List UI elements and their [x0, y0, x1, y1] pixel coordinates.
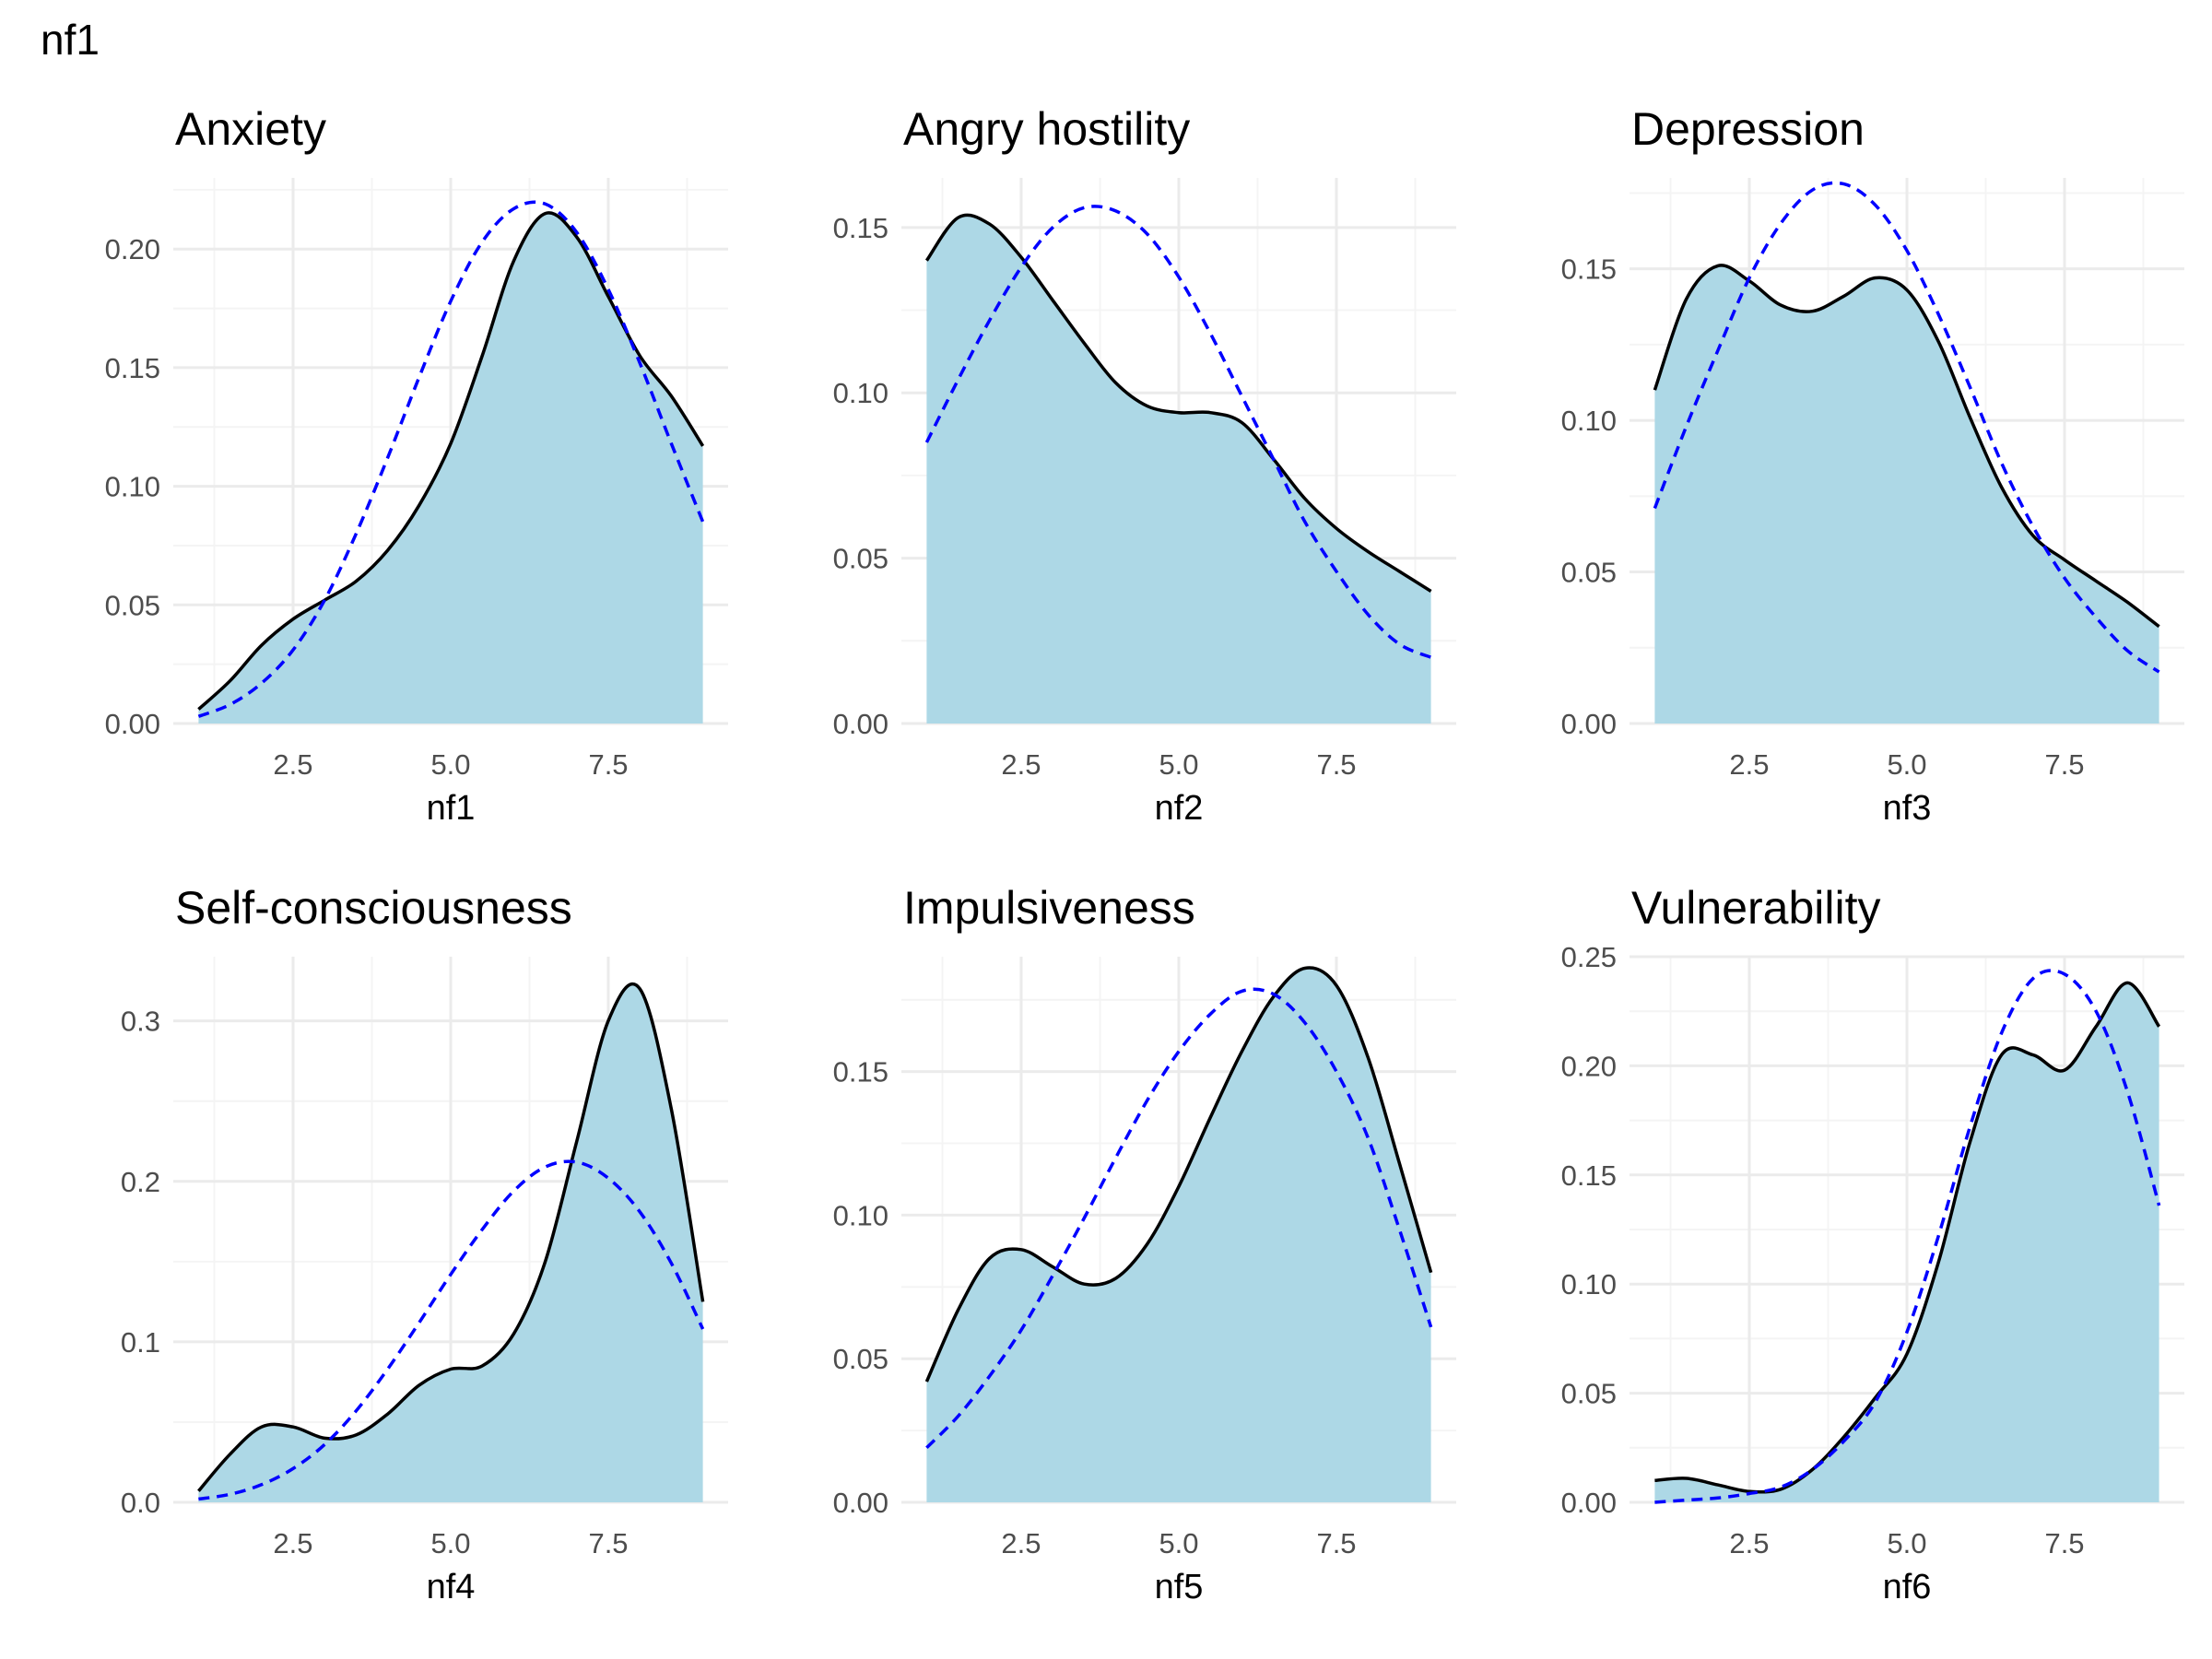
- x-tick-label: 5.0: [1159, 1527, 1198, 1559]
- x-tick-label: 7.5: [1316, 1527, 1356, 1559]
- density-line: [1654, 981, 2161, 1494]
- y-tick-label: 0.1: [121, 1326, 160, 1359]
- panel-title: Angry hostility: [903, 103, 1190, 155]
- x-tick-label: 7.5: [1316, 748, 1356, 781]
- x-axis-title: nf5: [1155, 1568, 1204, 1606]
- density-area: [1654, 265, 2159, 724]
- y-tick-label: 0.05: [833, 543, 888, 575]
- panel-title: Anxiety: [175, 103, 326, 155]
- density-area: [1654, 982, 2159, 1502]
- y-tick-label: 0.00: [105, 708, 160, 740]
- y-tick-label: 0.00: [833, 1487, 888, 1519]
- density-area: [198, 983, 703, 1502]
- panel-title: Depression: [1631, 103, 1865, 155]
- panel-2: 2.5 5.0 7.5 0.00 0.05 0.10 0.15 nf2 Angry hostil…: [833, 103, 1456, 828]
- density-line: [197, 982, 705, 1492]
- x-tick-label: 5.0: [1159, 748, 1198, 781]
- y-tick-label: 0.0: [121, 1487, 160, 1519]
- y-tick-label: 0.00: [1561, 708, 1617, 740]
- normal-curve-line: [925, 987, 1433, 1450]
- x-tick-label: 2.5: [273, 1527, 312, 1559]
- x-axis-title: nf6: [1883, 1568, 1932, 1606]
- page-title: nf1: [41, 16, 100, 64]
- x-axis-title: nf2: [1155, 789, 1204, 828]
- y-tick-label: 0.20: [1561, 1050, 1617, 1082]
- panel-title: Impulsiveness: [903, 882, 1195, 934]
- y-tick-label: 0.05: [1561, 1378, 1617, 1410]
- y-tick-label: 0.05: [105, 589, 160, 621]
- normal-curve-line: [197, 200, 705, 718]
- panel-1: 2.5 5.0 7.5 0.00 0.05 0.10 0.15 0.20 nf1 Anxiety: [105, 103, 728, 828]
- x-tick-label: 5.0: [430, 1527, 470, 1559]
- x-axis-title: nf3: [1883, 789, 1932, 828]
- x-tick-label: 5.0: [1887, 1527, 1926, 1559]
- panel-5: 2.5 5.0 7.5 0.00 0.05 0.10 0.15 nf5 Impulsivenes…: [833, 882, 1456, 1606]
- normal-curve-line: [198, 1159, 705, 1501]
- x-tick-label: 5.0: [430, 748, 470, 781]
- x-tick-label: 5.0: [1887, 748, 1926, 781]
- panel-4: 2.5 5.0 7.5 0.0 0.1 0.2 0.3 nf4 Self-consciousne…: [121, 882, 728, 1606]
- density-line: [1653, 264, 2160, 629]
- density-line: [197, 211, 705, 711]
- density-area: [926, 968, 1431, 1502]
- density-area: [926, 215, 1431, 724]
- y-tick-label: 0.15: [833, 1056, 888, 1088]
- x-tick-label: 2.5: [1001, 748, 1041, 781]
- y-tick-label: 0.15: [1561, 1159, 1617, 1192]
- x-tick-label: 2.5: [1729, 748, 1769, 781]
- x-tick-label: 7.5: [2044, 1527, 2084, 1559]
- x-axis-title: nf4: [427, 1568, 476, 1606]
- y-tick-label: 0.10: [833, 377, 888, 409]
- y-tick-label: 0.00: [833, 708, 888, 740]
- normal-curve-line: [1654, 969, 2161, 1504]
- panel-6: 2.5 5.0 7.5 0.00 0.05 0.10 0.15 0.20 0.25 nf6 Vuln…: [1561, 882, 2184, 1606]
- x-tick-label: 2.5: [273, 748, 312, 781]
- y-tick-label: 0.20: [105, 233, 160, 265]
- normal-curve-line: [1653, 181, 2160, 674]
- density-line: [924, 213, 1432, 593]
- density-area: [198, 212, 703, 724]
- panel-title: Self-consciousness: [175, 882, 572, 934]
- y-tick-label: 0.25: [1561, 941, 1617, 973]
- y-tick-label: 0.2: [121, 1166, 160, 1198]
- y-tick-label: 0.10: [1561, 405, 1617, 437]
- y-tick-label: 0.05: [833, 1343, 888, 1375]
- panel-title: Vulnerability: [1631, 882, 1881, 934]
- y-tick-label: 0.10: [1561, 1268, 1617, 1300]
- x-tick-label: 7.5: [588, 748, 628, 781]
- y-tick-label: 0.15: [105, 352, 160, 384]
- x-tick-label: 7.5: [2044, 748, 2084, 781]
- y-tick-label: 0.05: [1561, 557, 1617, 589]
- y-tick-label: 0.3: [121, 1006, 160, 1038]
- x-tick-label: 2.5: [1001, 1527, 1041, 1559]
- panel-3: 2.5 5.0 7.5 0.00 0.05 0.10 0.15 nf3 Depression: [1561, 103, 2184, 828]
- y-tick-label: 0.15: [833, 212, 888, 244]
- normal-curve-line: [924, 205, 1432, 659]
- x-tick-label: 2.5: [1729, 1527, 1769, 1559]
- y-tick-label: 0.00: [1561, 1487, 1617, 1519]
- y-tick-label: 0.10: [105, 471, 160, 503]
- y-tick-label: 0.15: [1561, 253, 1617, 286]
- y-tick-label: 0.10: [833, 1199, 888, 1231]
- density-line: [924, 966, 1433, 1382]
- x-tick-label: 7.5: [588, 1527, 628, 1559]
- x-axis-title: nf1: [427, 789, 476, 828]
